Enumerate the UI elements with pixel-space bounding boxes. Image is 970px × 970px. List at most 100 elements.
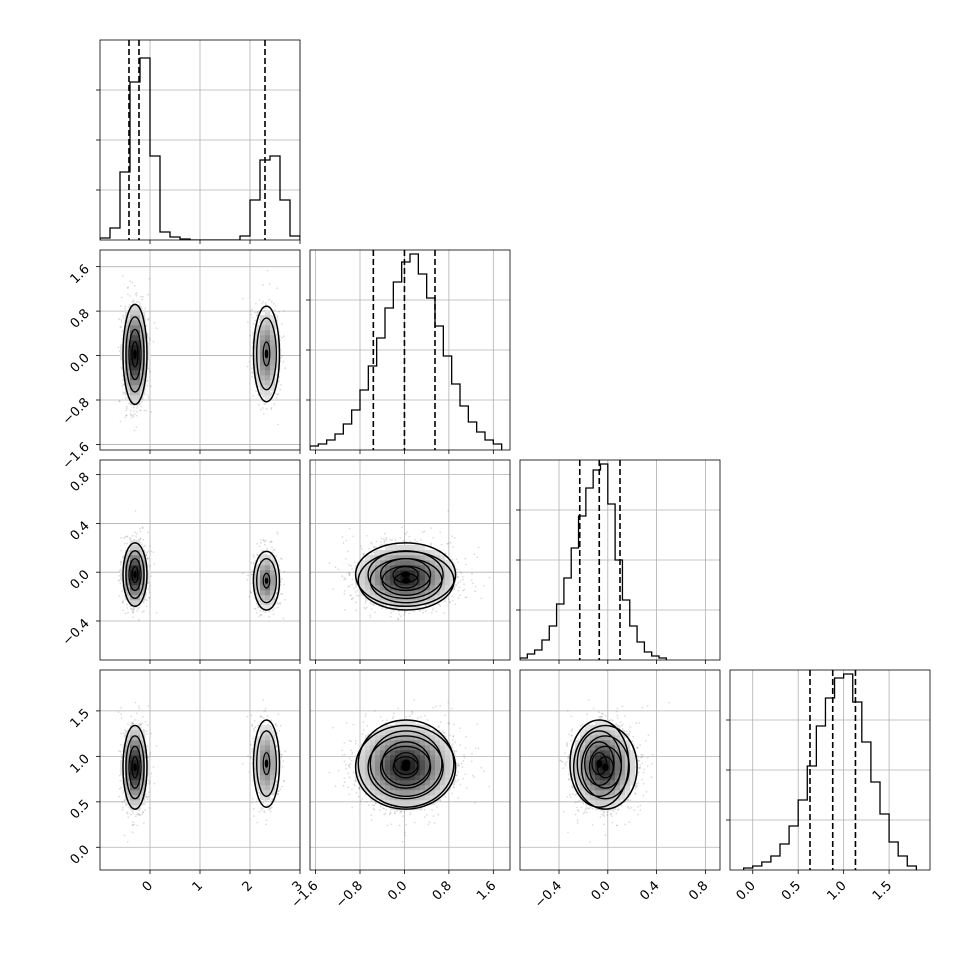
sample-point — [383, 541, 386, 543]
density-cell — [260, 315, 266, 321]
sample-point — [281, 578, 284, 580]
sample-point — [271, 551, 274, 554]
sample-point — [273, 548, 276, 551]
sample-point — [275, 327, 278, 330]
sample-point — [278, 310, 280, 313]
density-cell — [270, 585, 276, 591]
sample-point — [271, 546, 273, 549]
sample-point — [127, 611, 129, 614]
density-cell — [140, 385, 146, 391]
sample-point — [277, 602, 280, 605]
sample-point — [121, 590, 124, 593]
density-cell — [135, 560, 141, 566]
sample-point — [381, 543, 383, 546]
histogram-step — [310, 253, 503, 450]
sample-point — [270, 540, 273, 543]
sample-point — [332, 588, 334, 590]
sample-point — [147, 550, 150, 553]
sample-point — [133, 608, 135, 611]
sample-point — [121, 601, 124, 604]
sample-point — [372, 603, 375, 605]
sample-point — [119, 561, 122, 564]
density-cell — [265, 385, 271, 391]
sample-point — [430, 542, 432, 545]
sample-point — [124, 397, 127, 399]
sample-point — [364, 602, 367, 605]
sample-point — [252, 332, 254, 334]
density-cell — [125, 385, 131, 391]
sample-point — [253, 556, 255, 559]
panel-0-0 — [96, 39, 301, 244]
density-cell — [260, 390, 266, 396]
density-cell — [130, 590, 136, 596]
density-cell — [270, 345, 276, 351]
sample-point — [145, 554, 148, 556]
sample-point — [149, 545, 151, 548]
density-cell — [270, 590, 276, 596]
sample-point — [246, 365, 249, 368]
sample-point — [117, 346, 120, 349]
sample-point — [133, 410, 135, 412]
density-cell — [125, 580, 131, 586]
sample-point — [128, 402, 131, 405]
sample-point — [275, 568, 278, 571]
sample-point — [141, 611, 144, 613]
density-cell — [125, 570, 131, 576]
sample-point — [480, 597, 483, 600]
sample-point — [134, 531, 137, 534]
density-cell — [130, 380, 136, 386]
density-cell — [130, 335, 136, 341]
density-cell — [275, 570, 281, 576]
contour — [131, 341, 139, 368]
sample-point — [272, 609, 274, 611]
density-cell — [255, 375, 261, 381]
y-tick-label: 0.0 — [68, 351, 93, 376]
y-tick-label: 0.4 — [68, 519, 93, 544]
density-cell — [260, 590, 266, 596]
sample-point — [132, 300, 135, 303]
density-cell — [270, 600, 276, 606]
sample-point — [455, 558, 458, 561]
sample-point — [150, 575, 152, 578]
sample-point — [144, 544, 146, 547]
density-cell — [125, 360, 131, 366]
sample-point — [145, 593, 147, 596]
sample-point — [275, 555, 278, 557]
sample-point — [129, 295, 132, 297]
sample-point — [128, 537, 131, 539]
density-cell — [255, 565, 261, 571]
sample-point — [255, 603, 258, 605]
density-cell — [275, 575, 281, 581]
sample-point — [132, 616, 135, 619]
sample-point — [375, 540, 378, 543]
sample-point — [257, 554, 259, 557]
sample-point — [373, 545, 375, 548]
density-cell — [260, 345, 266, 351]
density-cell — [265, 565, 271, 571]
sample-point — [129, 280, 132, 283]
sample-point — [342, 542, 345, 544]
density-cell — [135, 390, 141, 396]
density-cell — [255, 380, 261, 386]
sample-point — [261, 605, 264, 608]
density-cell — [265, 390, 271, 396]
sample-point — [347, 585, 350, 588]
density-cell — [140, 590, 146, 596]
sample-point — [132, 607, 135, 609]
sample-point — [127, 286, 129, 289]
sample-point — [261, 550, 264, 552]
sample-point — [126, 407, 128, 410]
sample-point — [276, 423, 279, 426]
contour — [128, 558, 142, 592]
sample-point — [118, 318, 121, 321]
sample-point — [136, 405, 139, 407]
density-cell — [125, 355, 131, 361]
sample-point — [142, 295, 144, 298]
sample-point — [251, 367, 253, 369]
sample-point — [149, 585, 151, 587]
y-tick-label: −1.6 — [60, 440, 93, 473]
sample-point — [276, 287, 279, 290]
sample-point — [404, 611, 406, 613]
sample-point — [273, 309, 276, 311]
sample-point — [136, 610, 139, 612]
